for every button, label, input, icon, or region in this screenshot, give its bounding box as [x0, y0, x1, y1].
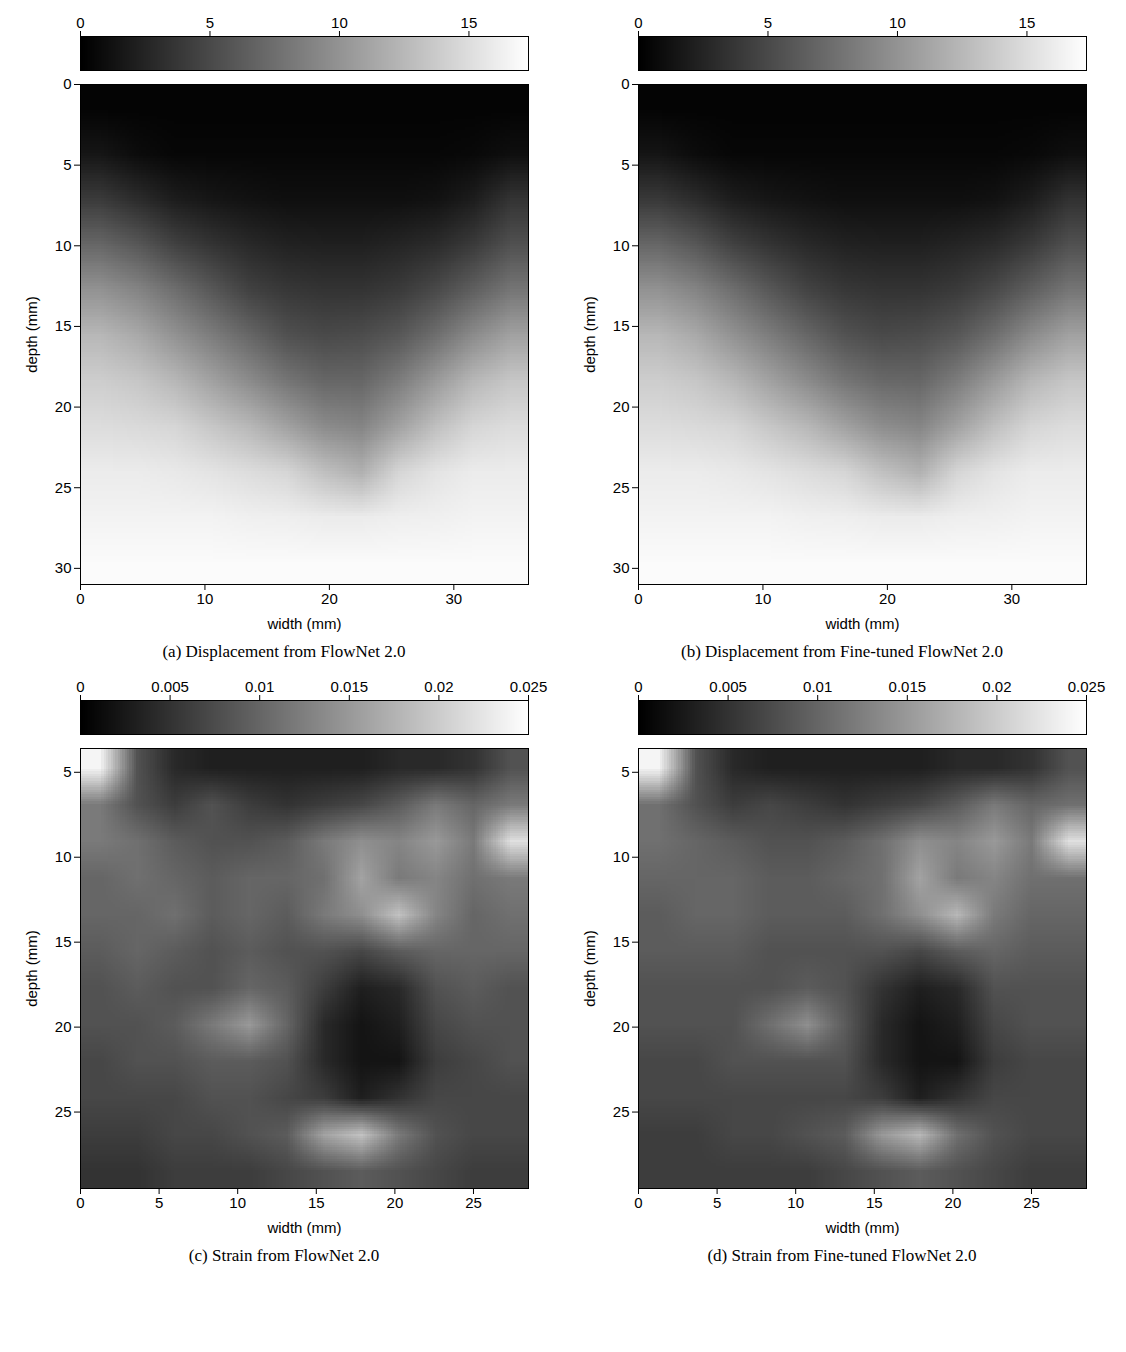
- svg-text:5: 5: [713, 1194, 721, 1211]
- svg-text:15: 15: [55, 933, 72, 950]
- svg-text:0: 0: [634, 590, 642, 607]
- svg-text:25: 25: [613, 479, 630, 496]
- svg-text:0.01: 0.01: [245, 678, 274, 695]
- svg-text:20: 20: [613, 398, 630, 415]
- svg-text:10: 10: [197, 590, 214, 607]
- html-text:(b) Displacement from Fine-tun: (b) Displacement from Fine-tuned FlowNet…: [681, 642, 1003, 661]
- svg-text:10: 10: [55, 237, 72, 254]
- svg-text:0: 0: [63, 75, 71, 92]
- svg-text:15: 15: [613, 933, 630, 950]
- svg-text:15: 15: [613, 317, 630, 334]
- svg-text:25: 25: [55, 1103, 72, 1120]
- svg-text:depth (mm): depth (mm): [581, 930, 598, 1007]
- svg-text:width (mm): width (mm): [266, 1219, 341, 1236]
- svg-text:25: 25: [55, 479, 72, 496]
- svg-text:25: 25: [613, 1103, 630, 1120]
- svg-text:15: 15: [308, 1194, 325, 1211]
- svg-text:0: 0: [634, 678, 642, 695]
- svg-text:20: 20: [321, 590, 338, 607]
- svg-text:depth (mm): depth (mm): [581, 296, 598, 373]
- svg-text:0.025: 0.025: [510, 678, 548, 695]
- svg-text:5: 5: [206, 14, 214, 31]
- svg-text:10: 10: [331, 14, 348, 31]
- svg-text:15: 15: [866, 1194, 883, 1211]
- svg-text:0.01: 0.01: [803, 678, 832, 695]
- svg-text:10: 10: [889, 14, 906, 31]
- svg-text:width (mm): width (mm): [266, 615, 341, 632]
- svg-text:0: 0: [621, 75, 629, 92]
- svg-text:0: 0: [634, 1194, 642, 1211]
- svg-text:width (mm): width (mm): [824, 615, 899, 632]
- svg-text:20: 20: [55, 398, 72, 415]
- svg-text:0: 0: [76, 590, 84, 607]
- svg-text:20: 20: [55, 1018, 72, 1035]
- svg-text:30: 30: [55, 559, 72, 576]
- svg-text:15: 15: [1019, 14, 1036, 31]
- svg-text:0.005: 0.005: [709, 678, 747, 695]
- svg-text:25: 25: [465, 1194, 482, 1211]
- svg-text:0.02: 0.02: [424, 678, 453, 695]
- svg-text:20: 20: [387, 1194, 404, 1211]
- svg-text:5: 5: [621, 763, 629, 780]
- svg-text:30: 30: [613, 559, 630, 576]
- svg-text:15: 15: [461, 14, 478, 31]
- svg-text:0: 0: [76, 14, 84, 31]
- svg-text:25: 25: [1023, 1194, 1040, 1211]
- svg-text:20: 20: [613, 1018, 630, 1035]
- svg-text:10: 10: [755, 590, 772, 607]
- svg-text:0.005: 0.005: [151, 678, 189, 695]
- svg-text:0: 0: [76, 1194, 84, 1211]
- svg-text:width (mm): width (mm): [824, 1219, 899, 1236]
- svg-text:20: 20: [945, 1194, 962, 1211]
- svg-text:0.025: 0.025: [1068, 678, 1106, 695]
- svg-text:10: 10: [613, 848, 630, 865]
- html-text:(a) Displacement from FlowNet: (a) Displacement from FlowNet 2.0: [162, 642, 406, 661]
- svg-text:depth (mm): depth (mm): [23, 930, 40, 1007]
- svg-text:0: 0: [634, 14, 642, 31]
- svg-text:10: 10: [787, 1194, 804, 1211]
- svg-text:0.02: 0.02: [982, 678, 1011, 695]
- svg-text:10: 10: [55, 848, 72, 865]
- svg-text:15: 15: [55, 317, 72, 334]
- svg-text:10: 10: [613, 237, 630, 254]
- svg-text:30: 30: [445, 590, 462, 607]
- svg-text:5: 5: [764, 14, 772, 31]
- svg-text:5: 5: [63, 156, 71, 173]
- svg-text:20: 20: [879, 590, 896, 607]
- html-text:(c) Strain from FlowNet 2.0: (c) Strain from FlowNet 2.0: [188, 1246, 380, 1265]
- svg-text:0.015: 0.015: [889, 678, 927, 695]
- svg-text:depth (mm): depth (mm): [23, 296, 40, 373]
- svg-text:5: 5: [155, 1194, 163, 1211]
- svg-text:5: 5: [621, 156, 629, 173]
- svg-text:10: 10: [229, 1194, 246, 1211]
- svg-text:0: 0: [76, 678, 84, 695]
- svg-text:5: 5: [63, 763, 71, 780]
- svg-text:0.015: 0.015: [331, 678, 369, 695]
- html-text:(d) Strain from Fine-tuned Flo: (d) Strain from Fine-tuned FlowNet 2.0: [707, 1246, 977, 1265]
- svg-text:30: 30: [1003, 590, 1020, 607]
